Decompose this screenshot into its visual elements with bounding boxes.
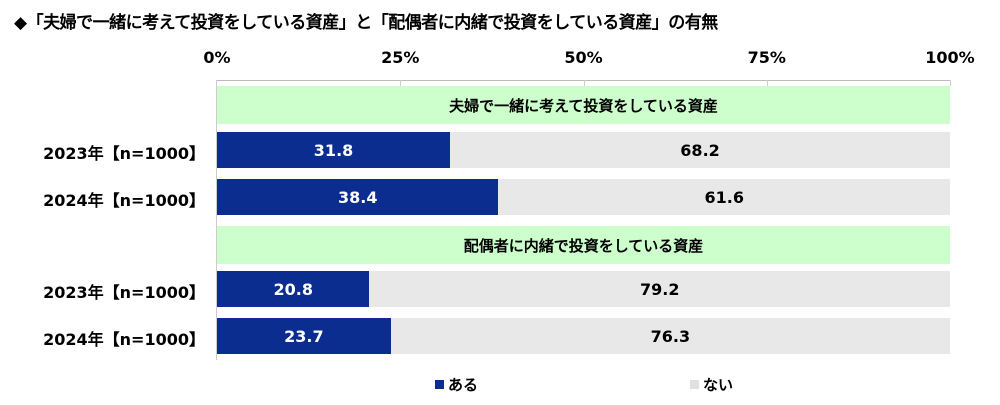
gridline bbox=[400, 80, 402, 86]
x-tick-label: 0% bbox=[203, 48, 231, 67]
x-tick-label: 25% bbox=[381, 48, 420, 67]
bar-segment-nai: 79.2 bbox=[369, 271, 950, 307]
bar-segment-aru: 31.8 bbox=[217, 132, 451, 168]
row-label: 2024年【n=1000】 bbox=[43, 330, 205, 349]
x-tick-label: 75% bbox=[747, 48, 786, 67]
legend-item: ない bbox=[690, 374, 733, 395]
legend-label: ある bbox=[448, 376, 479, 394]
bar-segment-aru: 20.8 bbox=[217, 271, 370, 307]
legend-swatch bbox=[435, 380, 444, 389]
chart-title: ◆「夫婦で一緒に考えて投資をしている資産」と「配偶者に内緒で投資をしている資産」… bbox=[14, 13, 718, 33]
row-label: 2023年【n=1000】 bbox=[43, 283, 205, 302]
group-header: 夫婦で一緒に考えて投資をしている資産 bbox=[217, 86, 950, 124]
gridline bbox=[583, 80, 585, 86]
gridline bbox=[950, 80, 951, 86]
bar-segment-aru: 38.4 bbox=[217, 179, 499, 215]
group-header: 配偶者に内緒で投資をしている資産 bbox=[217, 226, 950, 264]
gridline bbox=[766, 80, 768, 86]
x-tick-label: 50% bbox=[564, 48, 603, 67]
bar-segment-nai: 76.3 bbox=[390, 318, 950, 354]
row-label: 2023年【n=1000】 bbox=[43, 144, 205, 163]
legend-label: ない bbox=[703, 376, 734, 394]
legend-swatch bbox=[690, 380, 699, 389]
legend-item: ある bbox=[435, 374, 478, 395]
bar-segment-nai: 68.2 bbox=[450, 132, 950, 168]
x-tick-label: 100% bbox=[925, 48, 975, 67]
bar-segment-nai: 61.6 bbox=[498, 179, 950, 215]
y-axis-line bbox=[216, 80, 217, 360]
row-label: 2024年【n=1000】 bbox=[43, 191, 205, 210]
bar-segment-aru: 23.7 bbox=[217, 318, 391, 354]
